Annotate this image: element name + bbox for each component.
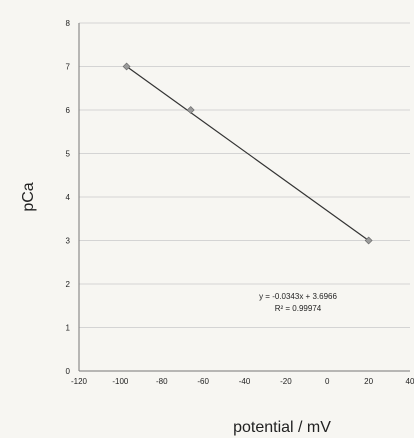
data-point: [122, 62, 131, 71]
y-tick-labels: 0 1 2 3 4 5 6 7 8: [66, 19, 71, 376]
trendline: [126, 66, 369, 241]
x-axis-title: potential / mV: [233, 419, 331, 436]
x-tick-label: -60: [197, 377, 209, 386]
r-squared-label: R² = 0.99974: [275, 304, 322, 313]
x-tick-label: 0: [325, 377, 330, 386]
axes: [78, 23, 410, 372]
y-tick-label: 0: [66, 367, 71, 376]
y-tick-label: 6: [66, 106, 71, 115]
y-tick-label: 5: [66, 150, 71, 159]
x-tick-label: 20: [364, 377, 373, 386]
x-tick-label: 40: [406, 377, 414, 386]
data-point: [186, 106, 195, 114]
x-tick-label: -100: [112, 377, 129, 386]
x-tick-label: -40: [239, 377, 251, 386]
y-tick-label: 4: [66, 193, 71, 202]
y-tick-label: 2: [66, 280, 71, 289]
y-axis-title: pCa: [20, 182, 37, 211]
x-tick-label: -80: [156, 377, 168, 386]
y-tick-label: 8: [66, 19, 71, 28]
data-point: [364, 236, 373, 245]
y-tick-label: 1: [66, 324, 71, 333]
series: [122, 62, 373, 245]
equation-label: y = -0.0343x + 3.6966: [259, 292, 337, 301]
x-tick-label: -20: [280, 377, 292, 386]
x-tick-label: -120: [71, 377, 88, 386]
x-tick-labels: -120 -100 -80 -60 -40 -20 0 20 40: [71, 377, 414, 386]
gridlines: [79, 22, 410, 328]
y-tick-label: 3: [66, 237, 71, 246]
y-tick-label: 7: [66, 63, 71, 72]
